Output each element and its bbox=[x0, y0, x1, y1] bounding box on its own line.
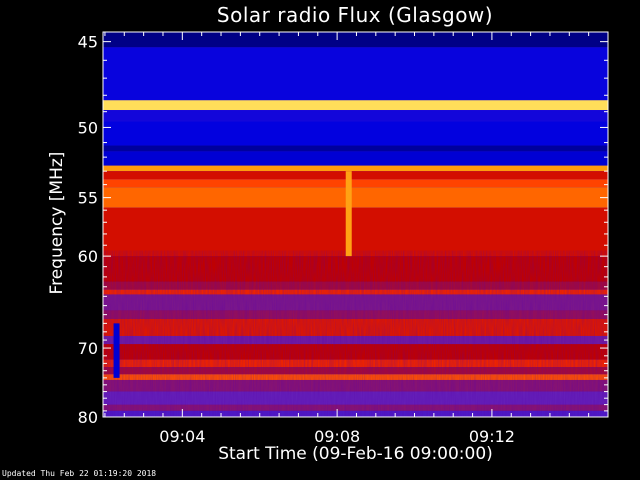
frequency-band bbox=[103, 100, 608, 111]
frequency-band bbox=[103, 171, 608, 180]
x-axis-ticks: 09:04 09:08 09:12 bbox=[104, 32, 590, 446]
noise-texture bbox=[103, 250, 608, 417]
chart-title: Solar radio Flux (Glasgow) bbox=[216, 3, 494, 27]
y-tick-label: 70 bbox=[78, 339, 98, 358]
y-tick-label: 55 bbox=[78, 189, 98, 208]
frequency-band bbox=[103, 121, 608, 146]
updated-timestamp: Updated Thu Feb 22 01:19:20 2018 bbox=[2, 469, 157, 478]
burst-events bbox=[113, 171, 352, 378]
frequency-band bbox=[103, 110, 608, 122]
plot-frame bbox=[102, 31, 609, 418]
burst-event bbox=[345, 171, 352, 257]
x-axis-label: Start Time (09-Feb-16 09:00:00) bbox=[218, 444, 493, 464]
y-tick-label: 80 bbox=[78, 408, 98, 427]
burst-event bbox=[113, 323, 120, 378]
y-tick-label: 60 bbox=[78, 247, 98, 266]
frequency-band bbox=[103, 32, 608, 48]
y-axis-label: Frequency [MHz] bbox=[47, 151, 67, 295]
y-tick-label: 50 bbox=[78, 118, 98, 137]
x-tick-label: 09:04 bbox=[159, 427, 205, 446]
frequency-band bbox=[103, 179, 608, 188]
frequency-band bbox=[103, 187, 608, 208]
frequency-band bbox=[103, 151, 608, 166]
frequency-band bbox=[103, 47, 608, 101]
frequency-band bbox=[103, 165, 608, 172]
x-tick-label: 09:12 bbox=[469, 427, 515, 446]
frequency-band bbox=[103, 207, 608, 257]
frequency-band bbox=[103, 145, 608, 152]
y-tick-label: 45 bbox=[78, 33, 98, 52]
x-tick-label: 09:08 bbox=[314, 427, 360, 446]
y-axis-ticks: 45 50 55 60 70 80 bbox=[78, 33, 608, 427]
